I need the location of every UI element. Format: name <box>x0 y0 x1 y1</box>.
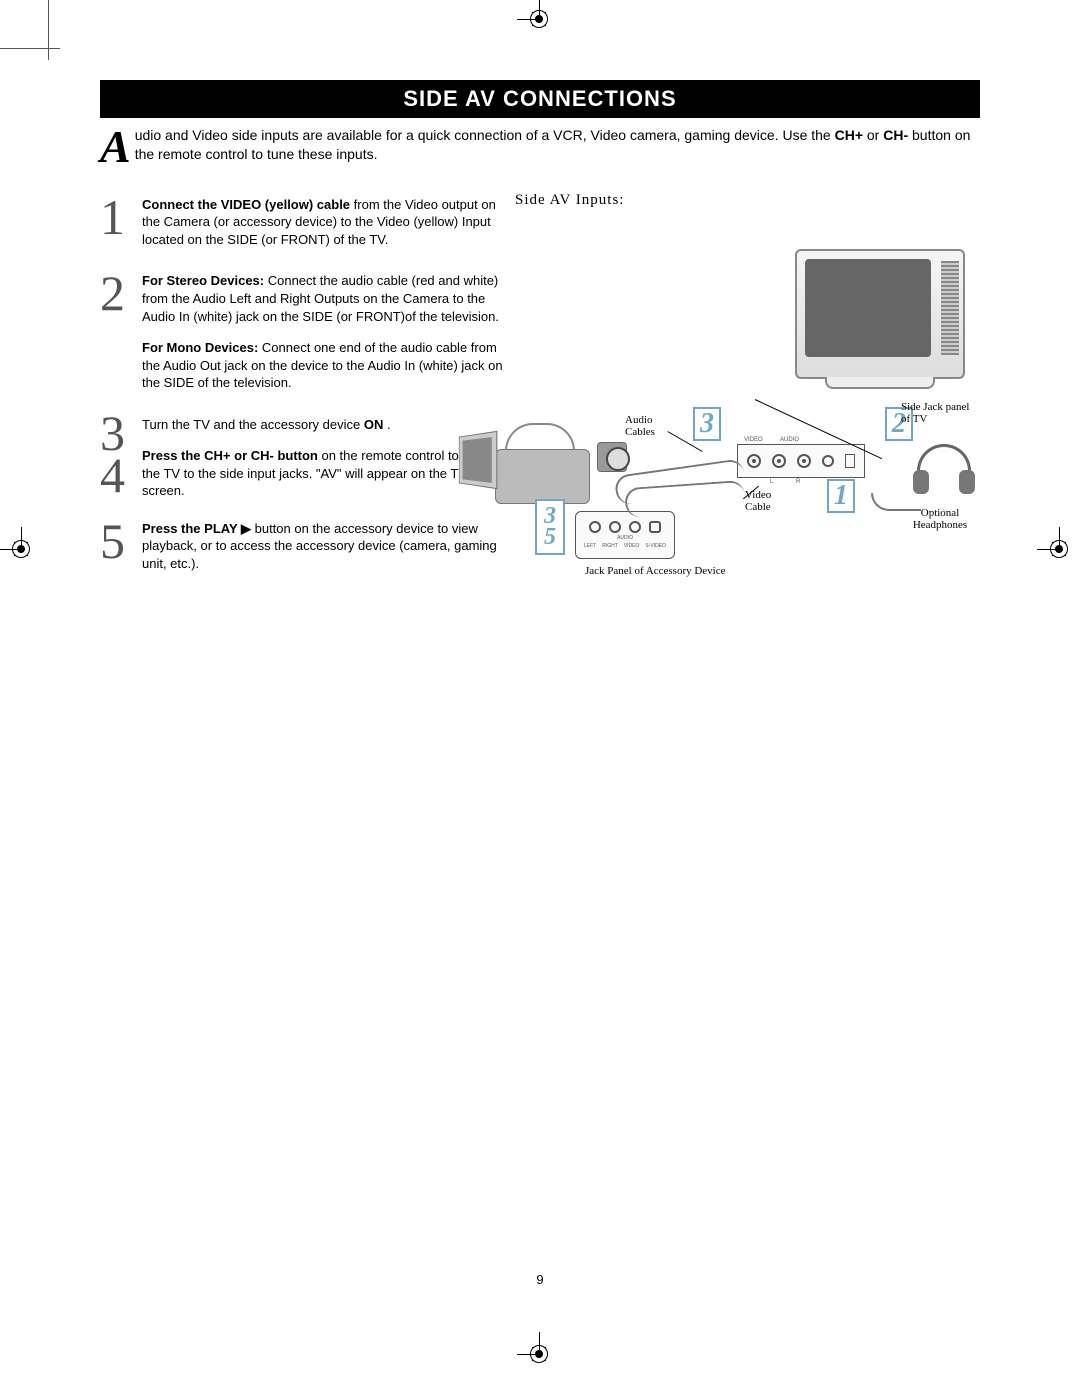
intro-mid: or <box>863 127 883 143</box>
step4-bold: Press the CH+ or CH- button <box>142 448 318 463</box>
diagram-column: Side AV Inputs: VIDEO AUDIO <box>505 192 980 593</box>
switch <box>845 454 855 468</box>
headphone-jack <box>822 455 834 467</box>
step-num-2: 2 <box>100 268 142 391</box>
diagram-heading: Side AV Inputs: <box>515 192 980 209</box>
step2-bold1: For Stereo Devices: <box>142 273 264 288</box>
intro-text-1: udio and Video side inputs are available… <box>135 127 835 143</box>
step2-bold2: For Mono Devices: <box>142 340 258 355</box>
step-num-1: 1 <box>100 192 142 249</box>
audio-r-jack <box>797 454 811 468</box>
label-video-cable: Video Cable <box>745 489 795 513</box>
dropcap: A <box>100 126 135 167</box>
label-headphones: Optional Headphones <box>895 507 985 531</box>
page-title: SIDE AV CONNECTIONS <box>100 80 980 118</box>
connection-diagram: VIDEO AUDIO L R <box>515 249 975 569</box>
steps-column: 1 Connect the VIDEO (yellow) cable from … <box>100 192 505 593</box>
step3-text2: . <box>383 417 390 432</box>
intro-paragraph: A udio and Video side inputs are availab… <box>100 126 980 164</box>
label-acc-panel: Jack Panel of Accessory Device <box>585 565 805 577</box>
step-5: 5 Press the PLAY ▶ button on the accesso… <box>100 516 505 573</box>
audio-l-jack <box>772 454 786 468</box>
tv-illustration <box>795 249 965 394</box>
intro-bold-1: CH+ <box>835 127 863 143</box>
callout-3-5: 3 5 <box>535 499 565 555</box>
step-num-5: 5 <box>100 516 142 573</box>
video-jack <box>747 454 761 468</box>
side-jack-panel: VIDEO AUDIO L R <box>737 444 865 478</box>
callout-1: 1 <box>827 479 855 513</box>
step-1: 1 Connect the VIDEO (yellow) cable from … <box>100 192 505 249</box>
page-content: SIDE AV CONNECTIONS A udio and Video sid… <box>100 80 980 593</box>
callout-3a: 3 <box>693 407 721 441</box>
label-side-jack: Side Jack panel of TV <box>901 401 981 425</box>
page-number: 9 <box>0 1272 1080 1287</box>
step-3-4: 3 4 Turn the TV and the accessory device… <box>100 412 505 500</box>
step-num-3-4: 3 4 <box>100 412 142 500</box>
step-2: 2 For Stereo Devices: Connect the audio … <box>100 268 505 391</box>
step1-bold: Connect the VIDEO (yellow) cable <box>142 197 350 212</box>
step3-bold: ON <box>364 417 384 432</box>
step5-bold: Press the PLAY ▶ <box>142 521 251 536</box>
accessory-jack-panel: AUDIO LEFTRIGHTVIDEOS-VIDEO <box>575 511 675 559</box>
step3-text1: Turn the TV and the accessory device <box>142 417 364 432</box>
label-audio-cables: Audio Cables <box>625 414 685 438</box>
intro-bold-2: CH- <box>883 127 908 143</box>
